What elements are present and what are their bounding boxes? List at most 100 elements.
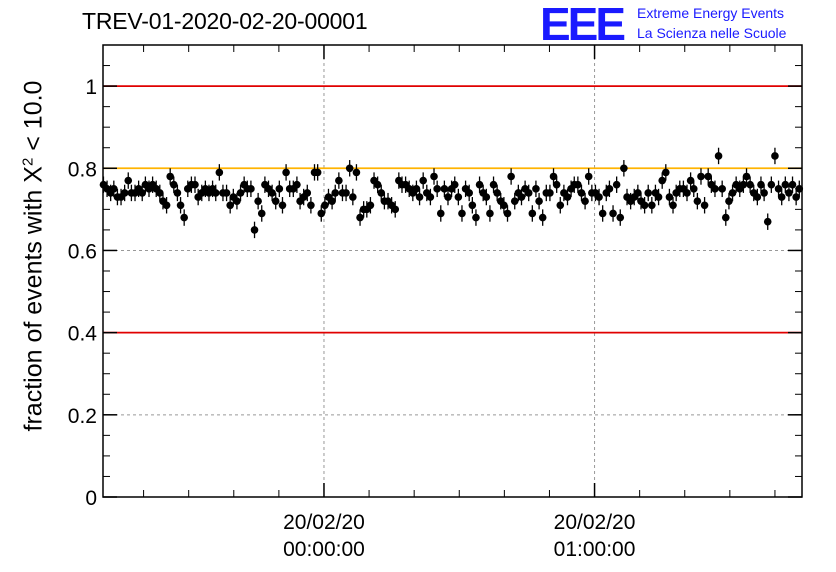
point-marker <box>785 189 793 197</box>
point-marker <box>468 201 477 210</box>
point-marker <box>465 189 473 197</box>
point-marker <box>507 172 515 181</box>
point-marker <box>517 193 526 201</box>
point-marker <box>335 176 343 185</box>
point-marker <box>191 180 199 189</box>
point-marker <box>598 209 607 218</box>
data-point <box>166 168 174 185</box>
x-tick-time: 01:00:00 <box>554 538 636 561</box>
data-point <box>472 209 480 226</box>
data-point <box>250 221 259 239</box>
data-point <box>191 176 199 193</box>
point-marker <box>609 209 617 218</box>
plot-frame <box>102 44 803 498</box>
data-point <box>366 197 375 214</box>
data-point <box>728 184 737 202</box>
point-marker <box>176 201 185 210</box>
data-point <box>524 184 533 202</box>
data-point <box>767 176 776 193</box>
data-point <box>507 168 515 185</box>
data-point <box>686 172 695 189</box>
point-marker <box>538 213 547 222</box>
point-marker <box>721 213 730 222</box>
chart-title: TREV-01-2020-02-20-00001 <box>82 8 368 34</box>
point-marker <box>303 189 312 197</box>
point-marker <box>436 209 445 218</box>
data-point <box>581 192 589 210</box>
data-point <box>489 176 498 193</box>
data-point <box>598 205 607 222</box>
point-marker <box>556 201 565 210</box>
point-marker <box>693 197 702 205</box>
data-point <box>415 188 424 206</box>
point-marker <box>689 185 698 193</box>
y-tick-label: 0.2 <box>68 405 97 428</box>
point-marker <box>440 185 449 193</box>
data-point <box>704 168 712 185</box>
point-marker <box>426 193 435 201</box>
data-point <box>475 176 484 193</box>
y-tick-label: 0.8 <box>68 158 97 181</box>
data-point <box>433 180 441 198</box>
data-point <box>226 197 234 214</box>
point-marker <box>535 197 543 205</box>
point-marker <box>644 189 653 197</box>
data-point <box>552 176 561 193</box>
logo-line-2: La Scienza nelle Scuole <box>637 25 787 41</box>
data-point <box>215 164 224 181</box>
data-point <box>482 188 491 206</box>
data-point <box>658 172 666 189</box>
data-point <box>683 184 691 202</box>
point-marker <box>321 201 329 210</box>
point-marker <box>482 193 491 201</box>
point-marker <box>307 201 315 210</box>
data-point <box>162 197 171 214</box>
point-marker <box>313 168 322 177</box>
point-marker <box>746 180 754 189</box>
data-point <box>700 197 709 214</box>
logo-mark: EEE <box>540 0 626 50</box>
point-marker <box>781 180 790 189</box>
point-marker <box>595 193 603 201</box>
point-marker <box>180 213 188 222</box>
data-point <box>746 176 754 193</box>
data-point <box>173 184 182 202</box>
data-point <box>257 205 266 222</box>
data-point <box>605 180 614 198</box>
data-point <box>774 180 783 198</box>
point-marker <box>767 180 776 189</box>
point-marker <box>686 176 695 185</box>
data-point <box>419 172 427 189</box>
point-marker <box>412 185 421 193</box>
point-marker <box>233 197 241 205</box>
point-marker <box>211 189 220 197</box>
data-point <box>697 168 705 185</box>
data-point <box>517 188 526 206</box>
data-point <box>503 205 512 222</box>
point-marker <box>162 201 171 210</box>
data-point <box>342 184 350 202</box>
point-marker <box>728 189 737 197</box>
data-point <box>293 176 301 193</box>
point-marker <box>444 193 452 201</box>
data-point <box>493 184 501 202</box>
point-marker <box>563 193 572 201</box>
data-point <box>138 184 147 202</box>
data-point <box>669 197 677 214</box>
point-marker <box>328 197 336 205</box>
point-marker <box>170 180 178 189</box>
data-point <box>271 192 280 210</box>
point-marker <box>415 193 424 201</box>
point-marker <box>430 172 438 181</box>
data-point <box>430 168 438 185</box>
point-marker <box>725 197 733 205</box>
data-point <box>510 192 519 210</box>
data-point <box>349 188 357 206</box>
data-point <box>468 197 477 214</box>
point-marker <box>271 197 280 205</box>
data-point <box>763 213 772 230</box>
data-point <box>328 192 336 210</box>
point-marker <box>275 185 284 193</box>
point-marker <box>760 189 768 197</box>
data-point <box>454 188 463 206</box>
